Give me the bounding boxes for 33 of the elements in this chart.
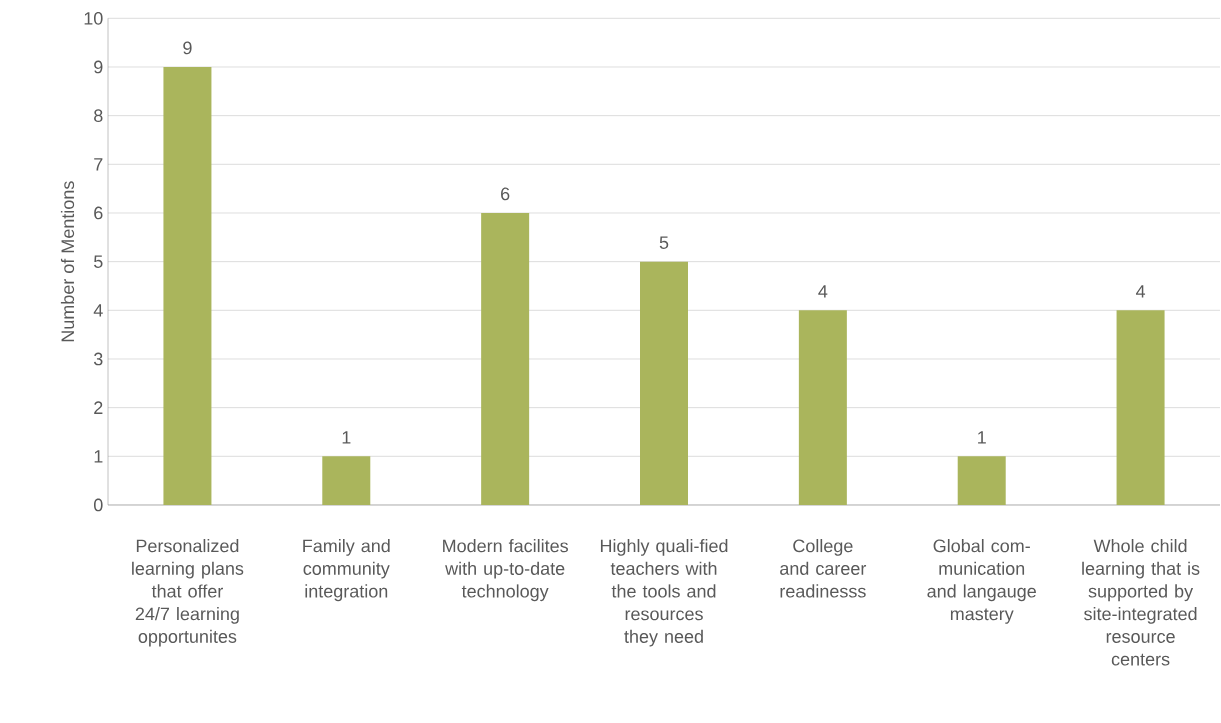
y-tick-label: 2 (94, 401, 103, 414)
x-tick-label: Family and community integration (303, 539, 390, 602)
bar (798, 310, 847, 505)
y-tick-label: 4 (93, 304, 103, 317)
x-tick-label: Whole child learning that is supported by site-integrated resource centers (1082, 539, 1200, 666)
y-tick-label: 9 (94, 60, 103, 74)
y-axis-title: Number of Mentions (60, 181, 75, 342)
y-tick-label: 1 (94, 450, 103, 463)
x-tick-label: Personalized learning plans that offer 24/7 learning opportunites (132, 539, 244, 647)
x-tick-label: College and career readinesss (780, 539, 867, 598)
y-tick-label: 7 (94, 158, 103, 171)
y-tick-label: 3 (93, 352, 103, 366)
data-label: 4 (818, 285, 828, 298)
data-label: 6 (501, 187, 510, 201)
bar (481, 212, 530, 505)
x-tick-label: Global com-munication and langauge mastery (927, 539, 1036, 624)
x-tick-label: Modern facilites with up-to-date technology (443, 539, 568, 602)
y-tick-label: 10 (84, 11, 103, 25)
bar (322, 456, 371, 505)
data-label: 9 (183, 41, 192, 55)
bar (1116, 310, 1165, 505)
y-tick-label: 0 (94, 498, 103, 512)
y-tick-label: 8 (94, 109, 103, 123)
data-label: 5 (659, 236, 669, 249)
x-tick-label: Highly quali-fied teachers with the tools and resources they need (600, 539, 728, 647)
data-label: 4 (1135, 285, 1146, 298)
data-label: 1 (978, 431, 986, 444)
data-label: 1 (342, 431, 351, 444)
bar (957, 456, 1006, 505)
y-tick-label: 5 (94, 255, 103, 268)
bar (640, 261, 688, 505)
y-tick-label: 6 (94, 206, 103, 220)
bar (163, 66, 212, 505)
